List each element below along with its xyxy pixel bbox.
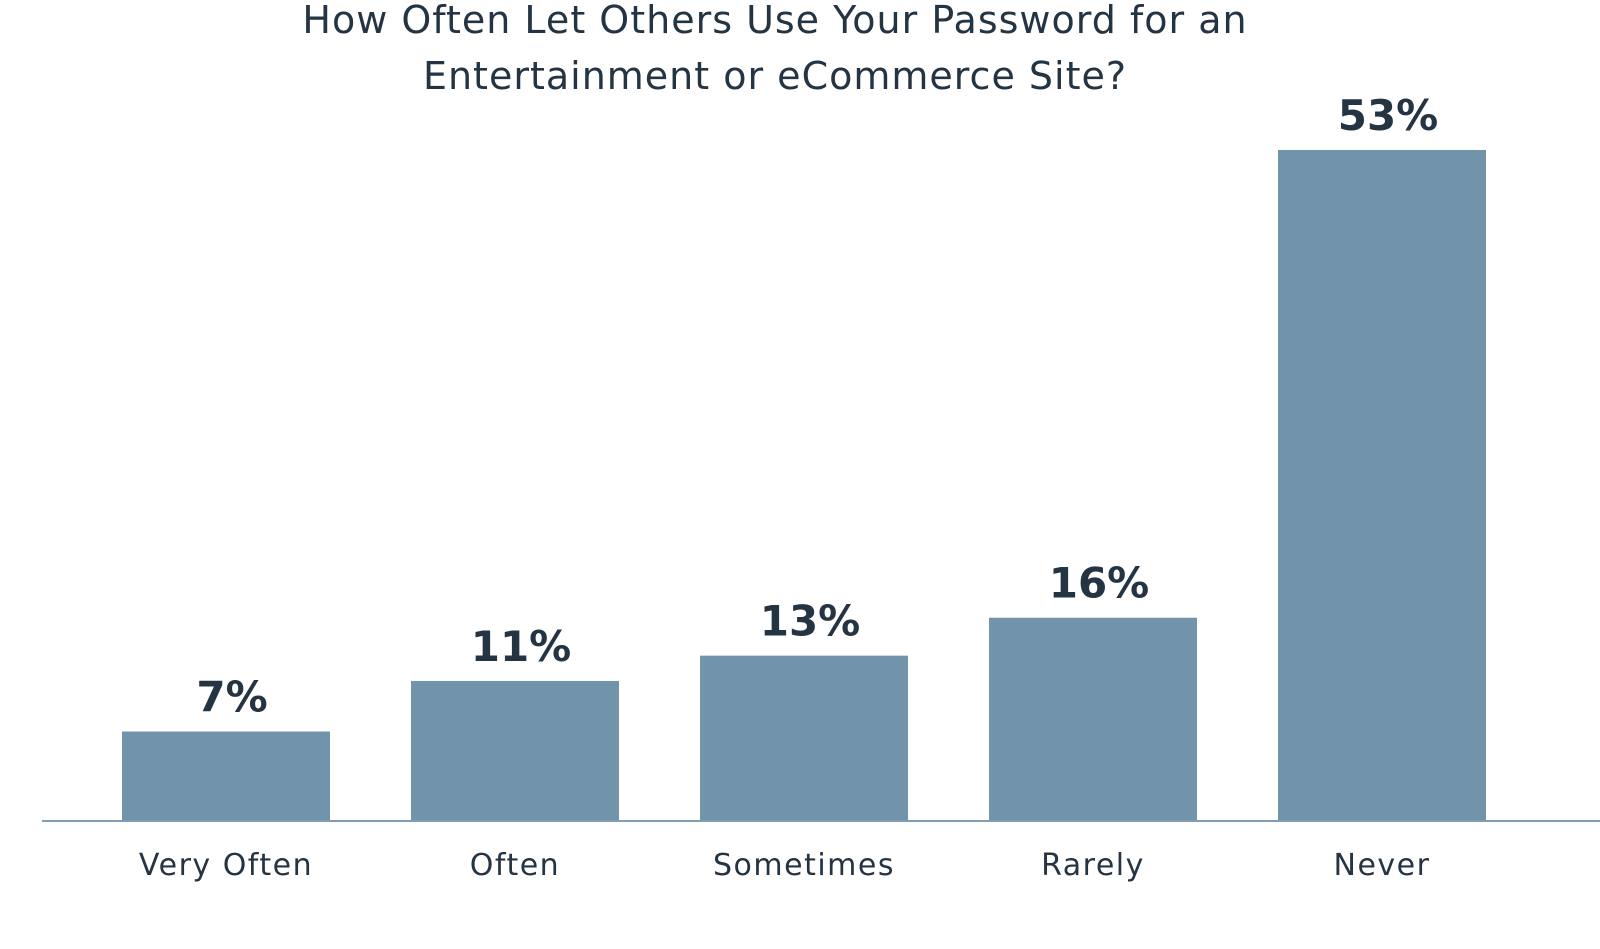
chart-title-line-1: How Often Let Others Use Your Password f…	[302, 0, 1248, 42]
data-label: 13%	[760, 597, 861, 646]
data-label: 16%	[1049, 559, 1150, 608]
chart-title-line-2: Entertainment or eCommerce Site?	[422, 54, 1128, 98]
category-label: Rarely	[1041, 848, 1145, 883]
data-label: 11%	[471, 622, 572, 671]
category-label: Very Often	[139, 848, 313, 883]
chart-title: How Often Let Others Use Your Password f…	[0, 0, 1550, 104]
bar-rarely	[989, 617, 1197, 820]
bar-never	[1278, 150, 1486, 820]
bar-often	[411, 680, 619, 820]
data-label: 7%	[196, 673, 267, 722]
category-label: Never	[1334, 848, 1431, 883]
data-label: 53%	[1338, 91, 1439, 140]
bar-very-often	[122, 731, 330, 820]
category-label: Often	[470, 848, 560, 883]
category-label: Sometimes	[713, 848, 895, 883]
bar-sometimes	[700, 655, 908, 820]
